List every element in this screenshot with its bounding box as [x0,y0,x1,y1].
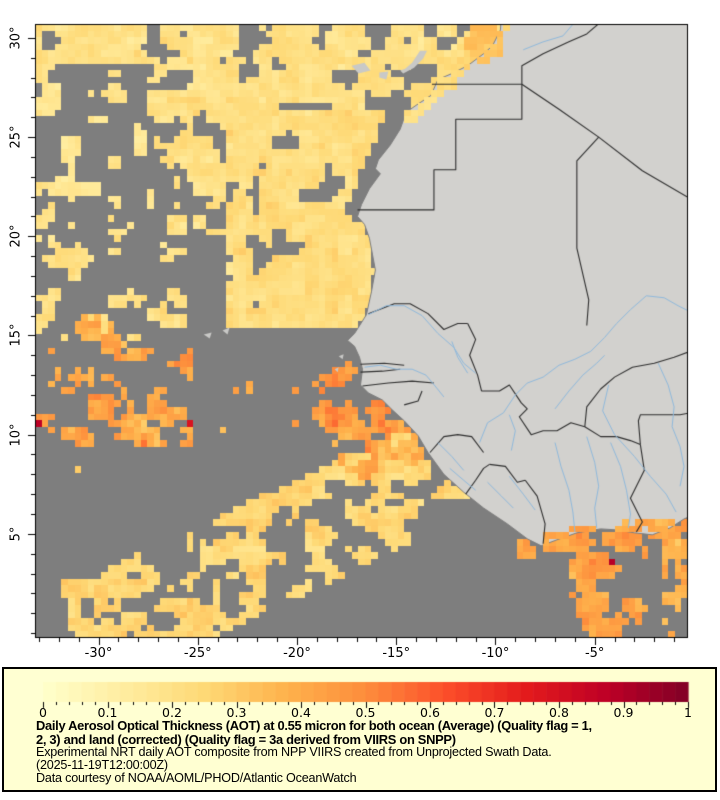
legend-subtitle: Experimental NRT daily AOT composite fro… [36,745,552,759]
colorbar-tick-label: 0.3 [226,705,247,720]
colorbar-tick-label: 0 [39,705,47,720]
legend-timestamp: (2025-11-19T12:00:00Z) [36,758,168,773]
y-tick-label: 15° [8,323,24,347]
colorbar-tick-label: 0.4 [291,705,311,720]
y-tick-label: 20° [8,224,24,248]
x-tick-label: -5° [584,646,605,661]
y-tick-label: 5° [8,526,24,542]
x-tick-label: -10° [481,646,510,661]
map-canvas [0,0,720,662]
colorbar [35,679,695,709]
colorbar-tick-label: 0.2 [162,705,182,720]
x-tick-label: -15° [382,646,411,661]
x-tick-label: -30° [84,646,113,661]
y-tick-label: 25° [8,125,24,149]
legend-title-line2: 2, 3) and land (corrected) (Quality flag… [36,731,456,747]
caption: Daily Aerosol Optical Thickness (AOT) at… [36,719,706,786]
y-tick-label: 10° [8,423,24,447]
legend-credit: Data courtesy of NOAA/AOML/PHOD/Atlantic… [36,771,357,786]
colorbar-tick-label: 0.6 [420,705,440,720]
colorbar-tick-label: 1 [684,705,692,720]
x-tick-label: -20° [283,646,311,661]
colorbar-tick-label: 0.5 [355,705,376,720]
x-tick-label: -25° [183,646,212,661]
legend-title-line1: Daily Aerosol Optical Thickness (AOT) at… [36,718,592,733]
colorbar-tick-label: 0.1 [97,705,118,720]
colorbar-tick-label: 0.9 [613,705,634,720]
colorbar-tick-label: 0.7 [484,705,505,720]
y-tick-label: 30° [8,26,24,50]
colorbar-tick-label: 0.8 [549,705,569,720]
